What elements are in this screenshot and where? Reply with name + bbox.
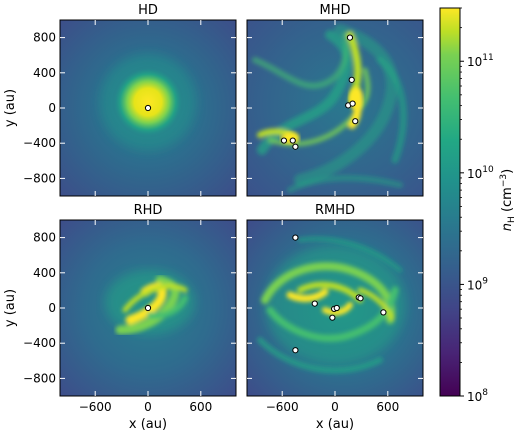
sink-particle	[144, 104, 152, 112]
sink-particle	[292, 143, 299, 150]
x-tick-label: 600	[189, 400, 212, 414]
x-axis-label-right: x (au)	[316, 417, 354, 432]
sink-particle	[357, 295, 364, 302]
sink-particle	[329, 314, 336, 321]
sink-particle	[333, 304, 340, 312]
y-tick-label: −800	[23, 371, 56, 385]
colorbar-label: nH (cm−3)	[499, 169, 517, 231]
sink-particle	[280, 137, 288, 144]
y-tick-label: 400	[33, 266, 56, 280]
density-map	[60, 220, 236, 396]
y-axis-label-bottom: y (au)	[3, 289, 18, 327]
colorbar-tick-label: 1010	[467, 165, 494, 181]
panel-rhd: RHD	[59, 203, 237, 397]
colorbar-gradient	[439, 7, 461, 397]
sink-particle	[292, 234, 299, 241]
y-tick-label: −400	[23, 136, 56, 150]
panel-hd: HD	[59, 3, 237, 197]
x-tick-label: 0	[331, 400, 339, 414]
sink-particle	[289, 137, 296, 144]
x-tick-labels: −600 0 600 −600 0 600	[79, 400, 400, 414]
sink-particle	[352, 118, 359, 125]
x-tick-label: 0	[144, 400, 152, 414]
sink-particle	[292, 347, 299, 354]
panel-title: HD	[138, 3, 158, 18]
y-tick-labels: 800 400 0 −400 −800 800 400 0 −400 −800	[23, 31, 56, 386]
y-tick-label: 800	[33, 231, 56, 245]
y-tick-label: −800	[23, 171, 56, 185]
sink-particle	[380, 309, 387, 316]
sink-particle	[311, 300, 318, 307]
sink-particle	[144, 304, 152, 312]
colorbar: 108 109 1010 1011 nH (cm−3)	[439, 7, 517, 404]
y-tick-label: −400	[23, 336, 56, 350]
panel-title: MHD	[319, 3, 350, 18]
panel-title: RMHD	[315, 203, 355, 218]
y-axis-label-top: y (au)	[3, 89, 18, 127]
colorbar-tick-label: 109	[467, 276, 488, 292]
panel-title: RHD	[134, 203, 163, 218]
sink-markers	[144, 34, 387, 354]
x-tick-label: 600	[376, 400, 399, 414]
panel-mhd: MHD	[246, 3, 424, 197]
density-map	[247, 20, 423, 196]
colorbar-tick-label: 108	[467, 388, 488, 404]
y-tick-label: 400	[33, 66, 56, 80]
sink-particle	[349, 100, 356, 107]
x-tick-label: −600	[79, 400, 112, 414]
sink-particle	[346, 34, 354, 41]
y-tick-label: 0	[48, 301, 56, 315]
y-tick-label: 0	[48, 101, 56, 115]
density-map	[60, 20, 236, 196]
panel-rmhd: RMHD	[246, 203, 424, 397]
colorbar-tick-label: 1011	[467, 53, 494, 69]
sink-particle	[348, 76, 355, 83]
x-tick-label: −600	[266, 400, 299, 414]
x-axis-label-left: x (au)	[129, 417, 167, 432]
colorbar-ticks: 108 109 1010 1011	[460, 7, 494, 404]
y-tick-label: 800	[33, 31, 56, 45]
